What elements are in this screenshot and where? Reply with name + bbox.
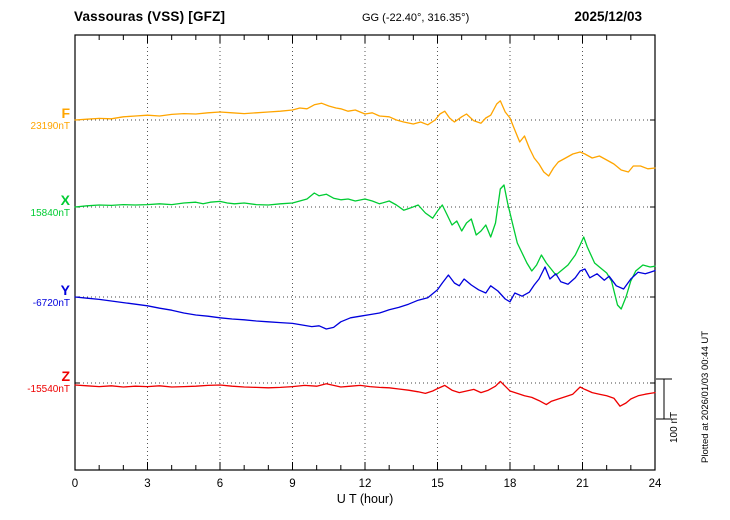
x-tick-label: 21 [576,478,589,490]
channel-letter-Y: Y [60,282,70,298]
plot-frame [74,34,656,471]
geographic-coordinates: GG (-22.40°, 316.35°) [362,12,470,24]
series-line-F [74,100,656,177]
x-axis-label: U T (hour) [336,492,394,506]
x-tick-label: 6 [217,478,223,490]
channel-letter-X: X [60,192,70,208]
x-tick-label: 15 [431,478,444,490]
x-tick-label: 9 [289,478,295,490]
series-line-X [74,184,656,310]
plot-date: 2025/12/03 [574,9,642,24]
x-tick-label: 24 [649,478,662,490]
x-tick-label: 12 [359,478,372,490]
station-title: Vassouras (VSS) [GFZ] [74,9,226,24]
x-tick-label: 0 [72,478,78,490]
channel-baseline-value-X: 15840nT [30,208,70,219]
channel-label-X: X 15840nT [31,193,70,220]
series-line-Z [74,380,656,407]
plotted-at-note: Plotted at 2026/01/03 00:44 UT [700,330,711,463]
channel-label-F: F 23190nT [31,106,70,133]
x-tick-label: 18 [504,478,517,490]
scale-bar-label: 100 nT [669,411,680,443]
channel-label-Y: Y -6720nT [33,283,70,310]
channel-baseline-value-Z: -15540nT [27,384,70,395]
channel-letter-F: F [61,105,70,121]
channel-label-Z: Z -15540nT [27,369,70,396]
series-line-Y [74,266,656,330]
channel-baseline-value-F: 23190nT [30,121,70,132]
x-tick-label: 3 [144,478,150,490]
channel-baseline-value-Y: -6720nT [32,298,70,309]
channel-letter-Z: Z [61,368,70,384]
